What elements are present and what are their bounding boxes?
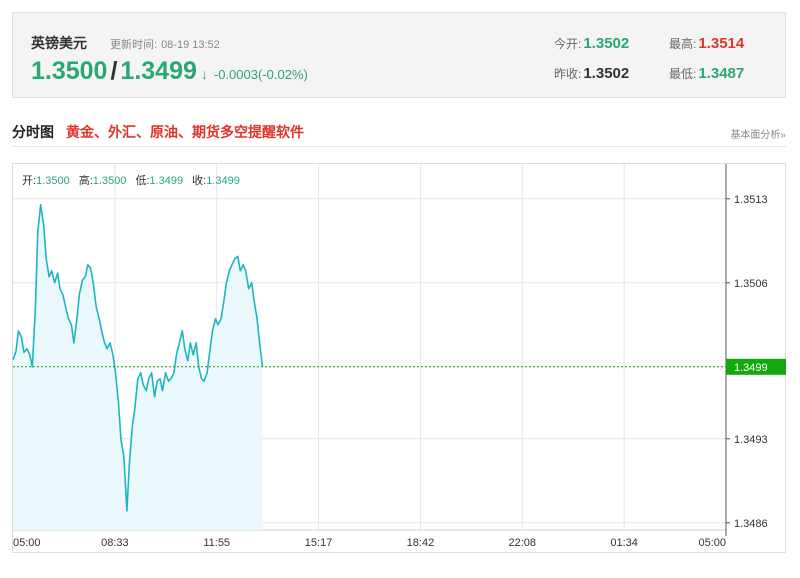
stat-open-label: 今开:	[554, 37, 582, 51]
y-tick-label-0: 1.3513	[734, 194, 768, 206]
x-tick-label-5: 22:08	[509, 537, 537, 549]
update-time-label: 更新时间:	[110, 39, 158, 51]
stat-open-value: 1.3502	[583, 35, 630, 52]
ohlc-high-label: 高:	[78, 175, 93, 187]
stat-prev-close-label: 昨收:	[554, 67, 582, 81]
price-area	[13, 204, 263, 531]
x-tick-label-1: 08:33	[101, 537, 129, 549]
section-title: 分时图	[12, 124, 54, 140]
price-row: 1.3500/1.3499 ↓ -0.0003(-0.02%)	[31, 57, 308, 89]
stat-prev-close: 昨收: 1.3502	[554, 65, 629, 82]
stat-low: 最低: 1.3487	[669, 65, 744, 82]
current-price-tag-bg	[726, 358, 786, 375]
ask-price: 1.3499	[120, 57, 197, 85]
stat-open: 今开: 1.3502	[554, 35, 629, 52]
x-tick-label-2: 11:55	[203, 537, 230, 549]
y-tick-label-3: 1.3493	[734, 434, 768, 446]
instrument-name: 英镑美元	[31, 35, 87, 51]
stat-low-label: 最低:	[669, 67, 697, 81]
arrow-down-icon: ↓	[200, 66, 208, 82]
current-price-tag: 1.3499	[726, 358, 786, 375]
quote-panel: 英镑美元 更新时间: 08-19 13:52 1.3500/1.3499 ↓ -0.0…	[12, 12, 786, 98]
y-tick-label-4: 1.3486	[734, 518, 768, 530]
x-tick-label-0: 05:00	[13, 537, 41, 549]
x-axis-labels: 05:00 08:33 11:55 15:17 18:42 22:08 01:34 05:00	[13, 537, 726, 549]
x-tick-label-3: 15:17	[305, 537, 333, 549]
current-price-tag-label: 1.3499	[734, 362, 768, 374]
ohlc-low-label: 低:	[135, 175, 150, 187]
ohlc-low-value: 1.3499	[149, 175, 184, 187]
price-line	[12, 204, 264, 512]
price-separator: /	[110, 57, 118, 85]
title-divider	[12, 146, 786, 147]
x-tick-label-4: 18:42	[407, 537, 435, 549]
ohlc-readout: 开:1.3500 高:1.3500 低:1.3499 收:1.3499	[22, 172, 249, 188]
chart-frame	[12, 163, 786, 553]
promo-link[interactable]: 黄金、外汇、原油、期货多空提醒软件	[66, 124, 304, 140]
stat-high-label: 最高:	[669, 37, 697, 51]
y-tick-label-1: 1.3506	[734, 278, 768, 290]
stat-low-value: 1.3487	[698, 65, 745, 82]
ohlc-open-value: 1.3500	[36, 175, 70, 187]
update-time-value: 08-19 13:52	[161, 39, 220, 51]
x-tick-label-7: 05:00	[698, 537, 726, 549]
bid-price: 1.3500	[31, 57, 108, 85]
ohlc-close-value: 1.3499	[206, 175, 240, 187]
price-change: -0.0003(-0.02%)	[213, 67, 308, 82]
ohlc-high-value: 1.3500	[92, 175, 127, 187]
fundamental-analysis-link[interactable]: 基本面分析»	[730, 130, 786, 141]
stat-high: 最高: 1.3514	[669, 35, 744, 52]
x-tick-label-6: 01:34	[610, 537, 638, 549]
stat-prev-close-value: 1.3502	[583, 65, 630, 82]
ohlc-close-label: 收:	[192, 175, 207, 187]
stat-high-value: 1.3514	[698, 35, 745, 52]
ohlc-open-label: 开:	[22, 175, 37, 187]
update-time: 更新时间: 08-19 13:52	[110, 36, 220, 52]
